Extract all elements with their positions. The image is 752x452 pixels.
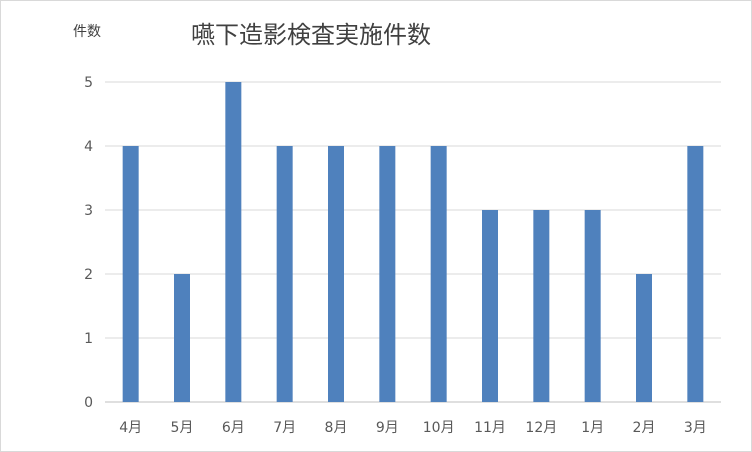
bar-8 (533, 210, 550, 402)
y-tick-label-2: 2 (84, 267, 93, 283)
x-tick-label-4: 8月 (325, 420, 348, 436)
x-tick-label-5: 9月 (376, 420, 399, 436)
y-axis-label: 件数 (73, 24, 101, 40)
y-tick-label-0: 0 (84, 395, 93, 411)
bar-6 (430, 146, 447, 402)
bar-10 (636, 274, 652, 402)
bar-3 (276, 146, 293, 402)
x-tick-label-10: 2月 (633, 420, 656, 436)
bar-1 (174, 274, 190, 402)
y-tick-label-1: 1 (84, 331, 93, 347)
x-tick-label-0: 4月 (119, 420, 142, 436)
bar-2 (225, 82, 242, 402)
x-tick-label-3: 7月 (273, 420, 296, 436)
x-tick-label-1: 5月 (171, 420, 194, 436)
y-tick-label-4: 4 (84, 139, 93, 155)
bar-4 (328, 146, 344, 402)
x-tick-label-8: 12月 (525, 420, 557, 436)
bar-0 (122, 146, 139, 402)
bar-9 (584, 210, 601, 402)
y-tick-label-5: 5 (84, 75, 93, 91)
chart-title: 嚥下造影検査実施件数 (191, 21, 431, 49)
x-tick-label-2: 6月 (222, 420, 245, 436)
x-tick-label-11: 3月 (684, 420, 707, 436)
x-tick-label-6: 10月 (423, 420, 455, 436)
bar-7 (482, 210, 498, 402)
bar-11 (687, 146, 704, 402)
bar-5 (379, 146, 396, 402)
x-tick-label-7: 11月 (474, 420, 506, 436)
y-tick-label-3: 3 (84, 203, 93, 219)
x-tick-label-9: 1月 (581, 420, 604, 436)
